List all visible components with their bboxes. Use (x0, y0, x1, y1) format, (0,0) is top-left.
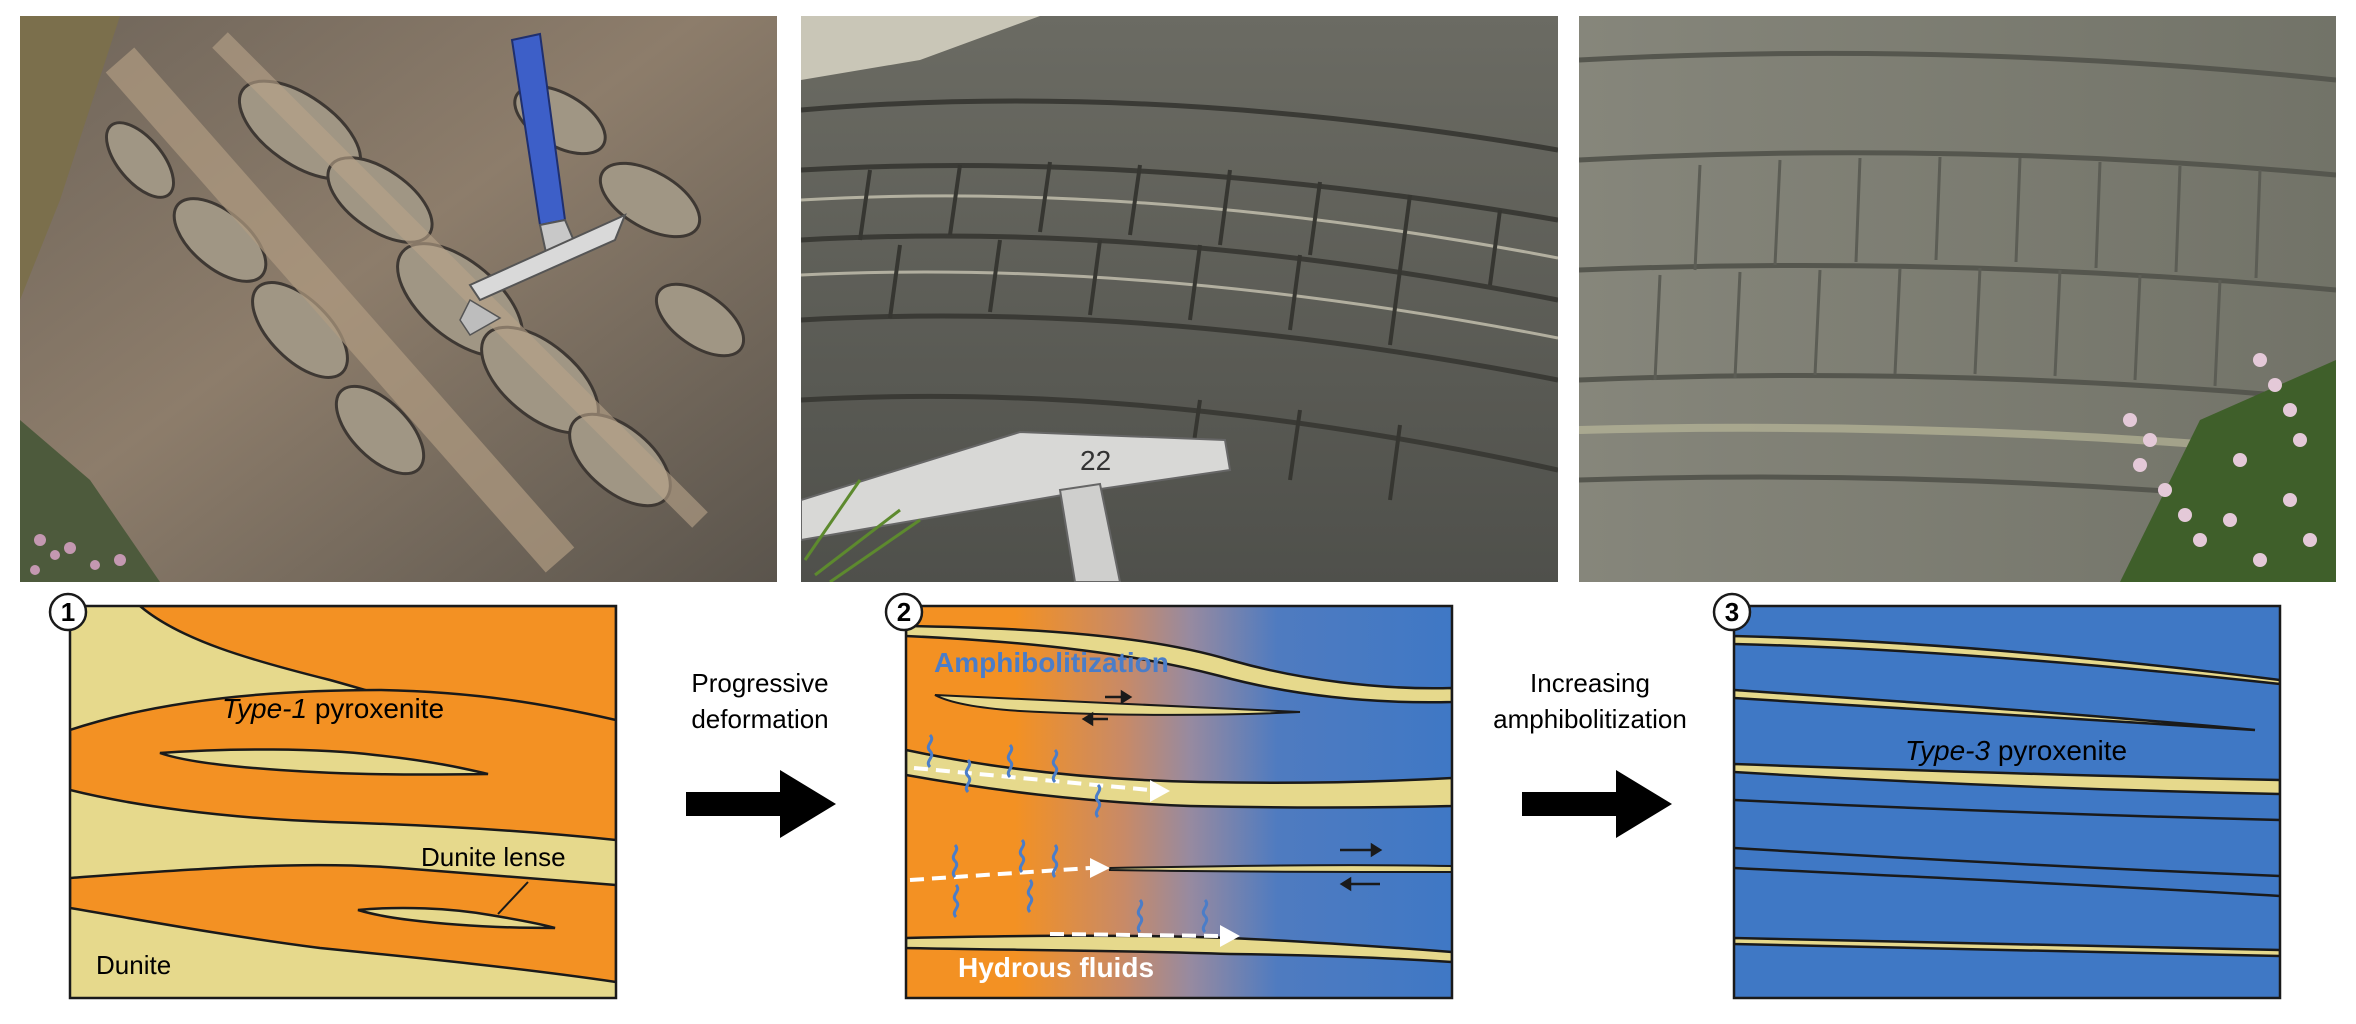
svg-text:Increasing: Increasing (1530, 668, 1650, 698)
pickaxe-icon: 22 (801, 430, 1232, 582)
photo-1 (20, 16, 777, 582)
amphibolitization-label: Amphibolitization (934, 647, 1169, 678)
dunite-lense-label: Dunite lense (421, 842, 566, 872)
hydrous-fluids-label: Hydrous fluids (958, 952, 1154, 983)
progressive-deformation-arrow: Progressive deformation (686, 668, 836, 838)
rock-hammer-icon (459, 32, 627, 336)
svg-text:2: 2 (897, 597, 911, 627)
svg-text:22: 22 (1080, 445, 1111, 476)
panel-2-diagram: 2 Amphibolitization Hydrous fluids (884, 592, 1454, 1000)
svg-text:deformation: deformation (691, 704, 828, 734)
type-3-pyroxenite-label: Type-3 pyroxenite (1905, 735, 2127, 766)
dunite-label: Dunite (96, 950, 171, 980)
svg-text:3: 3 (1725, 597, 1739, 627)
photo-3 (1579, 16, 2336, 582)
hydrous-fluid-droplets (926, 733, 1209, 934)
panel-3-diagram: 3 Type-3 pyroxenite (1712, 592, 2282, 1000)
panel-2-number-badge (884, 592, 924, 632)
photo-2: 22 (801, 16, 1558, 582)
panel-3-number-badge (1712, 592, 1752, 632)
increasing-amphibolitization-arrow: Increasing amphibolitization (1493, 668, 1687, 838)
svg-text:amphibolitization: amphibolitization (1493, 704, 1687, 734)
type-1-pyroxenite-label: Type-1 pyroxenite (222, 693, 444, 724)
panel-1-number-badge (48, 592, 88, 632)
heather-plant-icon (2120, 353, 2336, 582)
svg-text:1: 1 (61, 597, 75, 627)
panel-1-diagram: 1 Type-1 pyroxenite Dunite lense Dunite (48, 592, 618, 1000)
svg-text:Progressive: Progressive (691, 668, 828, 698)
